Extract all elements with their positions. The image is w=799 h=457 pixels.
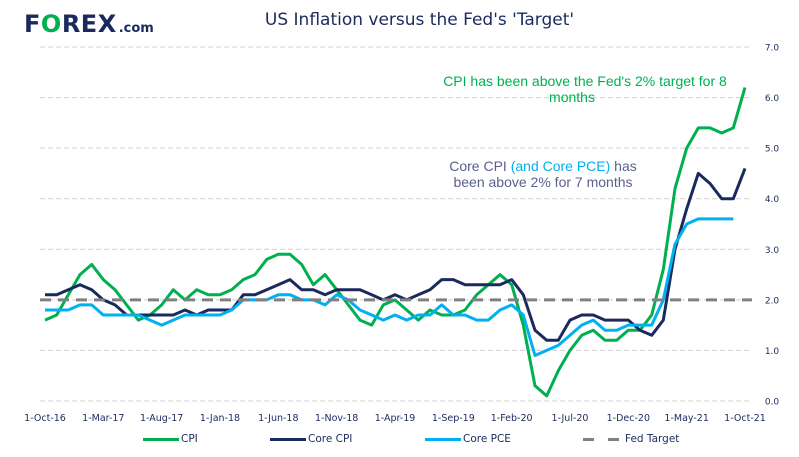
y-tick-label: 2.0 xyxy=(765,296,780,306)
core-annotation-has: has xyxy=(610,158,636,174)
core-annotation-line1: Core CPI (and Core PCE) has xyxy=(449,158,637,174)
logo-letter-f: F xyxy=(24,10,41,38)
legend-item-core-cpi: Core CPI xyxy=(270,433,352,445)
x-tick-label: 1-May-21 xyxy=(664,413,708,424)
y-tick-label: 4.0 xyxy=(765,195,780,205)
core-annotation-core-pce: (and Core PCE) xyxy=(511,158,611,174)
x-tick-label: 1-Mar-17 xyxy=(82,413,124,424)
x-tick-label: 1-Apr-19 xyxy=(375,413,416,424)
legend-label-core-cpi: Core CPI xyxy=(308,433,353,445)
y-tick-label: 6.0 xyxy=(765,94,780,104)
forex-logo: FOREX .com xyxy=(24,10,154,40)
legend-item-core-pce: Core PCE xyxy=(425,433,511,445)
x-tick-label: 1-Feb-20 xyxy=(491,413,533,424)
chart-title: US Inflation versus the Fed's 'Target' xyxy=(264,10,575,30)
y-tick-label: 1.0 xyxy=(765,347,780,357)
legend-label-fed-target: Fed Target xyxy=(625,433,680,445)
cpi-annotation-line2: months xyxy=(549,89,595,105)
legend-item-fed-target: Fed Target xyxy=(583,433,679,445)
x-tick-label: 1-Jun-18 xyxy=(258,413,298,424)
y-tick-label: 0.0 xyxy=(765,398,780,408)
series-lines xyxy=(40,87,752,398)
x-tick-label: 1-Nov-18 xyxy=(315,413,358,424)
logo-letter-o: O xyxy=(40,10,62,38)
x-tick-label: 1-Jul-20 xyxy=(552,413,589,424)
core-annotation-line2: been above 2% for 7 months xyxy=(453,174,632,190)
x-axis-ticks: 1-Oct-16 1-Mar-17 1-Aug-17 1-Jan-18 1-Jun-18… xyxy=(24,413,766,424)
x-tick-label: 1-Aug-17 xyxy=(140,413,183,424)
legend: CPI Core CPI Core PCE Fed Target xyxy=(0,433,799,451)
x-tick-label: 1-Oct-16 xyxy=(24,413,66,424)
legend-swatch-core-cpi xyxy=(270,437,306,441)
series-core-pce-line xyxy=(45,217,734,357)
legend-item-cpi: CPI xyxy=(143,433,198,445)
logo-wordmark: FOREX xyxy=(24,10,117,38)
gridlines xyxy=(40,46,752,402)
y-tick-label: 7.0 xyxy=(765,44,780,54)
series-core-cpi-line xyxy=(45,167,747,342)
cpi-annotation-line1: CPI has been above the Fed's 2% target f… xyxy=(443,73,727,89)
y-tick-label: 3.0 xyxy=(765,246,780,256)
logo-letters-rex: REX xyxy=(61,10,117,38)
legend-swatch-core-pce xyxy=(425,437,461,441)
series-cpi-line xyxy=(44,87,747,398)
core-annotation-core-cpi: Core CPI xyxy=(449,158,510,174)
legend-swatch-fed-target xyxy=(583,437,619,441)
logo-suffix: .com xyxy=(118,21,154,36)
x-tick-label: 1-Oct-21 xyxy=(724,413,766,424)
x-tick-label: 1-Dec-20 xyxy=(607,413,650,424)
x-tick-label: 1-Sep-19 xyxy=(432,413,475,424)
legend-swatch-cpi xyxy=(143,437,179,441)
y-axis-ticks: 0.0 1.0 2.0 3.0 4.0 5.0 6.0 7.0 xyxy=(765,44,780,408)
legend-label-cpi: CPI xyxy=(181,433,198,445)
x-tick-label: 1-Jan-18 xyxy=(200,413,240,424)
y-tick-label: 5.0 xyxy=(765,145,780,155)
legend-label-core-pce: Core PCE xyxy=(463,433,511,445)
